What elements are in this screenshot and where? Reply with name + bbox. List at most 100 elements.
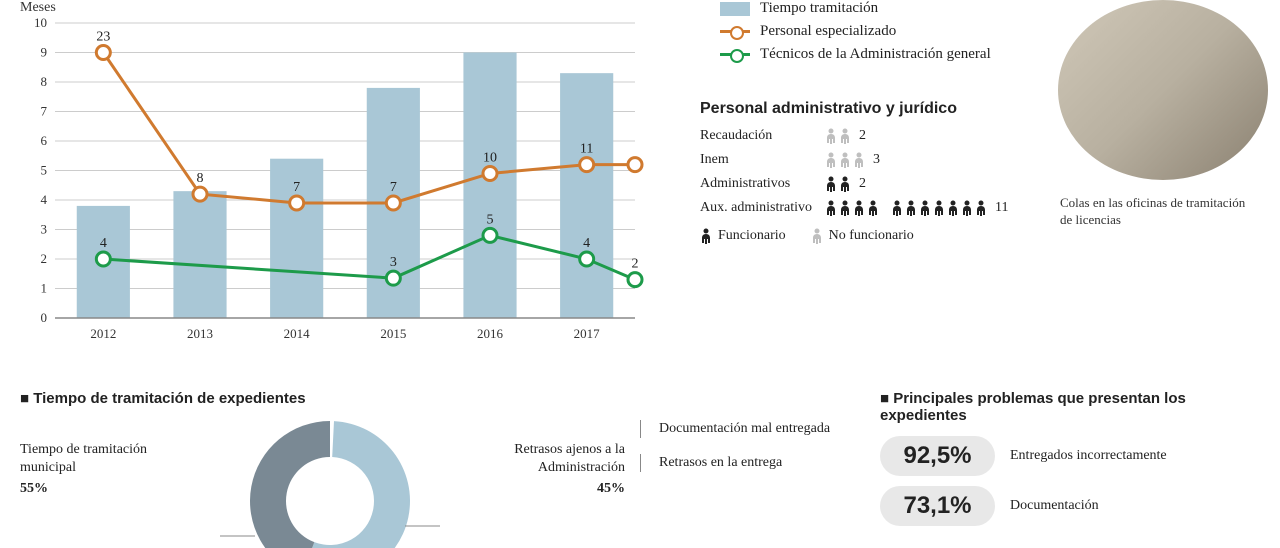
svg-text:0: 0 — [41, 310, 48, 325]
svg-text:4: 4 — [583, 236, 590, 251]
person-icon — [825, 200, 837, 216]
svg-text:2012: 2012 — [90, 326, 116, 341]
staff-row: Inem 3 — [700, 152, 1060, 168]
legend-item-green: Técnicos de la Administración general — [720, 46, 991, 63]
person-icon — [700, 228, 712, 244]
problems-panel: Principales problemas que presentan los … — [880, 390, 1260, 536]
person-icon — [825, 176, 837, 192]
person-icon — [839, 200, 851, 216]
problem-label: Documentación — [1010, 498, 1099, 515]
bracket-item: Retrasos en la entrega — [640, 454, 870, 472]
svg-text:2013: 2013 — [187, 326, 213, 341]
problems-title: Principales problemas que presentan los … — [880, 390, 1260, 424]
person-icon — [853, 200, 865, 216]
legend-label-green: Técnicos de la Administración general — [760, 46, 991, 63]
staff-title: Personal administrativo y jurídico — [700, 100, 1060, 118]
person-icon — [825, 152, 837, 168]
staff-panel: Personal administrativo y jurídico Recau… — [700, 100, 1060, 244]
svg-text:8: 8 — [197, 171, 204, 186]
staff-row-label: Administrativos — [700, 176, 825, 192]
staff-row-count: 3 — [873, 152, 880, 168]
problem-row: 92,5% Entregados incorrectamente — [880, 436, 1260, 476]
svg-text:5: 5 — [487, 212, 494, 227]
person-icon — [839, 128, 851, 144]
photo-placeholder — [1058, 0, 1268, 180]
svg-text:4: 4 — [100, 236, 107, 251]
problem-pct-badge: 92,5% — [880, 436, 995, 476]
svg-text:2015: 2015 — [380, 326, 406, 341]
svg-text:3: 3 — [41, 222, 48, 237]
staff-row-label: Recaudación — [700, 128, 825, 144]
chart-legend: Tiempo tramitación Personal especializad… — [720, 0, 991, 69]
legend-label-orange: Personal especializado — [760, 23, 896, 40]
staff-row: Recaudación 2 — [700, 128, 1060, 144]
person-icon — [919, 200, 931, 216]
person-icon — [947, 200, 959, 216]
staff-row-count: 11 — [995, 200, 1008, 216]
person-icon — [853, 152, 865, 168]
staff-row-count: 2 — [859, 176, 866, 192]
photo-caption: Colas en las oficinas de tramitación de … — [1060, 195, 1260, 229]
person-icon — [905, 200, 917, 216]
staff-row: Aux. administrativo 11 — [700, 200, 1060, 216]
staff-row-label: Aux. administrativo — [700, 200, 825, 216]
svg-text:5: 5 — [41, 163, 48, 178]
svg-text:7: 7 — [390, 180, 397, 195]
legend-swatch-orange — [720, 30, 750, 33]
svg-text:23: 23 — [96, 30, 110, 45]
svg-text:6: 6 — [41, 133, 48, 148]
person-icon — [839, 152, 851, 168]
bracket-section: Documentación mal entregada Retrasos en … — [640, 420, 870, 488]
svg-text:7: 7 — [293, 180, 300, 195]
svg-text:8: 8 — [41, 74, 48, 89]
svg-text:11: 11 — [580, 142, 593, 157]
staff-row-icons — [825, 176, 851, 192]
svg-text:2017: 2017 — [574, 326, 601, 341]
bracket-item: Documentación mal entregada — [640, 420, 870, 438]
svg-text:10: 10 — [483, 150, 497, 165]
staff-row-icons — [825, 128, 851, 144]
staff-legend-funcionario: Funcionario — [718, 228, 786, 244]
problem-row: 73,1% Documentación — [880, 486, 1260, 526]
problem-pct-badge: 73,1% — [880, 486, 995, 526]
staff-legend-no-funcionario: No funcionario — [829, 228, 914, 244]
svg-text:2016: 2016 — [477, 326, 504, 341]
svg-text:10: 10 — [34, 18, 47, 30]
legend-swatch-green — [720, 53, 750, 56]
person-icon — [825, 128, 837, 144]
legend-swatch-bar — [720, 2, 750, 16]
pie-title: Tiempo de tramitación de expedientes — [20, 390, 640, 407]
pie-chart — [220, 406, 440, 548]
svg-text:2: 2 — [41, 251, 48, 266]
staff-row-count: 2 — [859, 128, 866, 144]
pie-right-label: Retrasos ajenos a la Administración 45% — [455, 441, 625, 499]
legend-item-bar: Tiempo tramitación — [720, 0, 991, 17]
person-icon — [867, 200, 879, 216]
person-icon — [975, 200, 987, 216]
person-icon — [933, 200, 945, 216]
staff-legend: Funcionario No funcionario — [700, 228, 1060, 244]
legend-item-orange: Personal especializado — [720, 23, 991, 40]
pie-section: Tiempo de tramitación de expedientes Tie… — [20, 390, 640, 548]
staff-row-icons — [825, 152, 865, 168]
svg-text:1: 1 — [41, 281, 48, 296]
main-chart: Meses 0123456789102012201320142015201620… — [20, 0, 660, 345]
chart-svg: 0123456789102012201320142015201620172387… — [20, 18, 660, 348]
staff-row: Administrativos 2 — [700, 176, 1060, 192]
person-icon — [891, 200, 903, 216]
pie-right-pct: 45% — [455, 480, 625, 498]
svg-text:2: 2 — [632, 257, 639, 272]
staff-row-icons — [825, 200, 987, 216]
y-axis-label: Meses — [20, 0, 56, 16]
staff-row-label: Inem — [700, 152, 825, 168]
legend-label-bar: Tiempo tramitación — [760, 0, 878, 17]
svg-text:7: 7 — [41, 104, 48, 119]
person-icon — [811, 228, 823, 244]
person-icon — [961, 200, 973, 216]
problem-label: Entregados incorrectamente — [1010, 448, 1167, 465]
svg-text:4: 4 — [41, 192, 48, 207]
person-icon — [839, 176, 851, 192]
svg-text:9: 9 — [41, 45, 48, 60]
pie-left-label: Tiempo de tramitación municipal 55% — [20, 441, 200, 499]
pie-left-pct: 55% — [20, 480, 200, 498]
